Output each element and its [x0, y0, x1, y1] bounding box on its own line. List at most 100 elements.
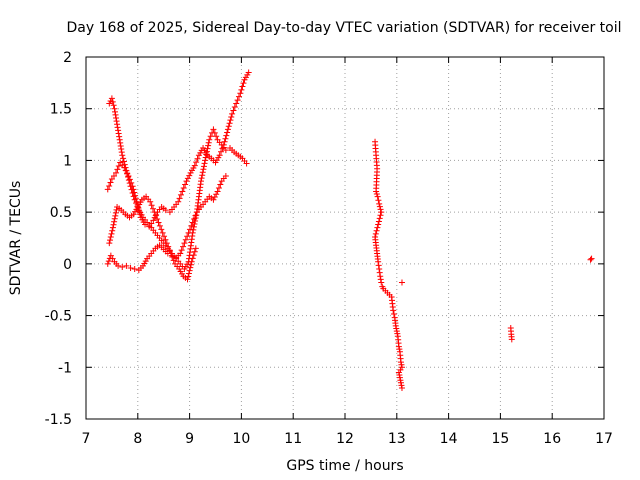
data-point: [131, 266, 138, 273]
data-point: [110, 221, 117, 228]
data-point: [187, 264, 194, 271]
data-point: [245, 69, 252, 76]
data-point: [150, 217, 157, 224]
series-5: [372, 138, 405, 391]
tick-layer: 7 8 9 10 11 12 13 14 15 16 17 -1.5 -1 -0.5 0 0.5 1 1.5 2: [45, 50, 613, 447]
data-point: [213, 191, 220, 198]
data-point: [191, 248, 198, 255]
data-point: [243, 160, 250, 167]
data-point: [207, 133, 214, 140]
series-6: [398, 279, 405, 286]
data-point: [238, 86, 245, 93]
data-point: [221, 138, 228, 145]
data-point: [395, 369, 402, 376]
y-tick-label: -1.5: [45, 412, 72, 428]
data-point: [122, 164, 129, 171]
data-point: [228, 113, 235, 120]
data-point: [191, 162, 198, 169]
data-point: [114, 166, 121, 173]
data-point: [159, 229, 166, 236]
data-point: [224, 126, 231, 133]
data-point: [108, 230, 115, 237]
data-point: [190, 252, 197, 259]
data-point: [114, 121, 121, 128]
data-point: [183, 178, 190, 185]
data-point: [229, 110, 236, 117]
x-tick-label: 12: [336, 431, 354, 447]
data-point: [508, 336, 515, 343]
data-point: [210, 126, 217, 133]
data-point: [201, 160, 208, 167]
data-point: [109, 255, 116, 262]
data-point: [116, 133, 123, 140]
y-tick-label: 0: [63, 257, 72, 273]
data-point: [588, 255, 595, 262]
data-point: [398, 382, 405, 389]
data-point: [397, 377, 404, 384]
data-point: [148, 202, 155, 209]
data-point: [237, 90, 244, 97]
data-point: [374, 224, 381, 231]
data-point: [181, 240, 188, 247]
data-point: [188, 222, 195, 229]
data-point: [112, 108, 119, 115]
data-point: [108, 176, 115, 183]
data-point: [104, 260, 111, 267]
data-point: [127, 183, 134, 190]
chart-title: Day 168 of 2025, Sidereal Day-to-day VTE…: [66, 20, 621, 36]
data-point: [182, 236, 189, 243]
data-point: [213, 133, 220, 140]
plot-frame: [85, 56, 605, 420]
data-point: [149, 205, 156, 212]
data-point: [393, 325, 400, 332]
data-point: [217, 181, 224, 188]
data-point: [377, 212, 384, 219]
data-point: [152, 212, 159, 219]
data-point: [189, 255, 196, 262]
x-tick-label: 11: [284, 431, 302, 447]
data-point: [113, 118, 120, 125]
x-tick-label: 15: [491, 431, 509, 447]
data-point: [180, 243, 187, 250]
data-point: [375, 258, 382, 265]
data-point: [235, 93, 242, 100]
data-point: [376, 200, 383, 207]
y-tick-label: -0.5: [45, 309, 72, 325]
data-point: [184, 276, 191, 283]
data-point: [378, 279, 385, 286]
data-point: [239, 83, 246, 90]
y-axis-label: SDTVAR / TECUs: [8, 181, 24, 296]
data-point: [154, 216, 161, 223]
series-4: [106, 193, 199, 283]
data-point: [180, 185, 187, 192]
data-point: [222, 135, 229, 142]
data-point: [112, 209, 119, 216]
data-point: [375, 197, 382, 204]
data-point: [107, 179, 114, 186]
data-point: [377, 206, 384, 213]
data-point: [205, 139, 212, 146]
data-point: [390, 311, 397, 318]
data-point: [166, 247, 173, 254]
data-point: [161, 233, 168, 240]
data-point: [115, 162, 122, 169]
data-point: [188, 258, 195, 265]
data-point: [111, 105, 118, 112]
data-point: [376, 203, 383, 210]
x-tick-label: 13: [388, 431, 406, 447]
data-point: [226, 120, 233, 127]
x-tick-label: 9: [185, 431, 194, 447]
x-tick-label: 8: [133, 431, 142, 447]
series-7: [507, 324, 515, 343]
data-point: [373, 188, 380, 195]
series-2: [106, 95, 250, 273]
data-point: [199, 172, 206, 179]
data-point: [115, 130, 122, 137]
data-point: [182, 181, 189, 188]
data-point: [179, 188, 186, 195]
data-point: [214, 188, 221, 195]
series-3: [104, 172, 229, 274]
data-point: [396, 372, 403, 379]
data-point: [106, 240, 113, 247]
data-point: [177, 250, 184, 257]
